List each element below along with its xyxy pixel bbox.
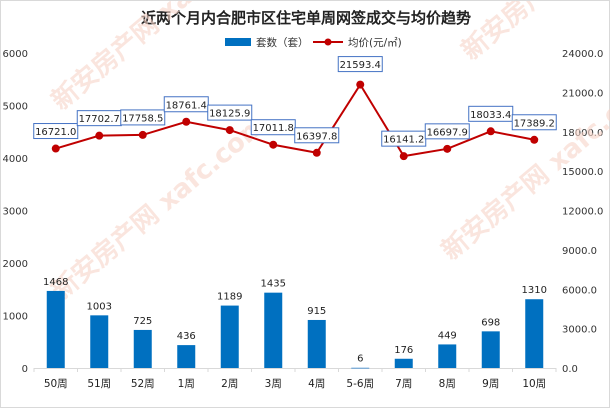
bar-10周 — [525, 299, 544, 368]
bar-value-label: 436 — [177, 331, 196, 342]
bar-value-label: 1468 — [43, 277, 68, 288]
price-value-label: 17389.2 — [514, 118, 555, 129]
left-axis-tick: 3000 — [3, 207, 28, 218]
price-point — [138, 130, 147, 139]
bar-3周 — [264, 292, 283, 368]
x-axis-category-label: 10周 — [522, 378, 546, 390]
bar-value-label: 915 — [307, 306, 326, 317]
price-label-box — [337, 56, 383, 73]
right-axis-tick: 12000.0 — [562, 207, 603, 218]
x-axis-category-label: 9周 — [482, 378, 499, 390]
price-value-label: 16721.0 — [35, 127, 76, 138]
bar-value-label: 1003 — [87, 301, 112, 312]
chart-title: 近两个月内合肥市区住宅单周网签成交与均价趋势 — [141, 9, 471, 27]
price-point — [486, 127, 495, 136]
right-axis-tick: 24000.0 — [562, 49, 603, 60]
bar-7周 — [394, 358, 413, 368]
bar-52周 — [133, 329, 152, 368]
legend-bar-label: 套数（套） — [256, 36, 309, 49]
price-label-box — [468, 105, 514, 122]
price-value-label: 18761.4 — [166, 100, 207, 111]
price-label-box — [33, 123, 79, 140]
bar-value-label: 6 — [357, 354, 363, 365]
price-label-box — [120, 109, 166, 126]
price-value-label: 21593.4 — [340, 60, 381, 71]
x-axis-category-label: 4周 — [308, 378, 325, 390]
x-axis-category-label: 5-6周 — [346, 378, 374, 390]
x-axis-category-label: 3周 — [265, 378, 282, 390]
price-value-label: 16141.2 — [383, 135, 424, 146]
left-axis-tick: 4000 — [3, 154, 28, 165]
price-point — [225, 126, 234, 135]
bar-value-label: 698 — [481, 317, 500, 328]
bar-8周 — [438, 344, 457, 368]
price-point — [399, 152, 408, 161]
right-axis-tick: 0.0 — [562, 364, 578, 375]
x-axis-category-label: 51周 — [87, 378, 111, 390]
watermark-text: 新安房产网 xafc.com — [46, 109, 273, 307]
left-axis-tick: 5000 — [3, 102, 28, 113]
bar-51周 — [90, 315, 109, 368]
bar-5-6周 — [351, 367, 370, 369]
bar-value-label: 1310 — [522, 285, 547, 296]
x-axis-category-label: 52周 — [131, 378, 155, 390]
right-axis-tick: 18000.0 — [562, 128, 603, 139]
price-point — [443, 144, 452, 153]
price-label-box — [163, 96, 209, 113]
legend-line-marker — [324, 38, 332, 46]
bar-2周 — [220, 305, 239, 368]
price-value-label: 18033.4 — [470, 110, 511, 121]
price-point — [51, 144, 60, 153]
price-label-box — [511, 114, 557, 131]
price-point — [95, 131, 104, 140]
bar-value-label: 1435 — [261, 279, 286, 290]
price-point — [312, 148, 321, 157]
price-label-box — [207, 104, 253, 121]
x-axis-category-label: 8周 — [439, 378, 456, 390]
price-value-label: 18125.9 — [209, 109, 250, 120]
price-point — [530, 135, 539, 144]
left-axis-tick: 1000 — [3, 312, 28, 323]
price-value-label: 17702.7 — [79, 114, 120, 125]
right-axis-tick: 9000.0 — [562, 246, 597, 257]
x-axis-category-label: 2周 — [221, 378, 238, 390]
bar-value-label: 725 — [133, 316, 152, 327]
right-axis-tick: 21000.0 — [562, 88, 603, 99]
x-axis-category-label: 7周 — [395, 378, 412, 390]
bar-50周 — [46, 290, 65, 368]
bar-1周 — [177, 345, 196, 368]
right-axis-tick: 6000.0 — [562, 285, 597, 296]
price-point — [269, 140, 278, 149]
bar-4周 — [307, 319, 326, 368]
x-axis-category-label: 50周 — [44, 378, 68, 390]
price-value-label: 17011.8 — [253, 123, 294, 134]
price-label-box — [250, 119, 296, 136]
price-value-label: 16397.8 — [296, 131, 337, 142]
right-axis-tick: 15000.0 — [562, 167, 603, 178]
left-axis-tick: 2000 — [3, 259, 28, 270]
right-axis-tick: 3000.0 — [562, 325, 597, 336]
legend-line-label: 均价(元/㎡) — [348, 37, 402, 49]
price-line — [55, 82, 535, 158]
x-axis-category-label: 1周 — [178, 378, 195, 390]
bar-value-label: 1189 — [217, 292, 242, 303]
price-label-box — [294, 127, 340, 144]
price-label-box — [424, 123, 470, 140]
left-axis-tick: 0 — [22, 364, 28, 375]
price-point — [356, 80, 365, 89]
price-value-label: 17758.5 — [122, 113, 163, 124]
price-point — [182, 117, 191, 126]
left-axis-tick: 6000 — [3, 49, 28, 60]
bar-9周 — [481, 331, 500, 368]
bar-value-label: 449 — [438, 330, 457, 341]
bar-value-label: 176 — [394, 345, 413, 356]
legend-bar-swatch — [225, 38, 251, 46]
price-value-label: 16697.9 — [427, 127, 468, 138]
